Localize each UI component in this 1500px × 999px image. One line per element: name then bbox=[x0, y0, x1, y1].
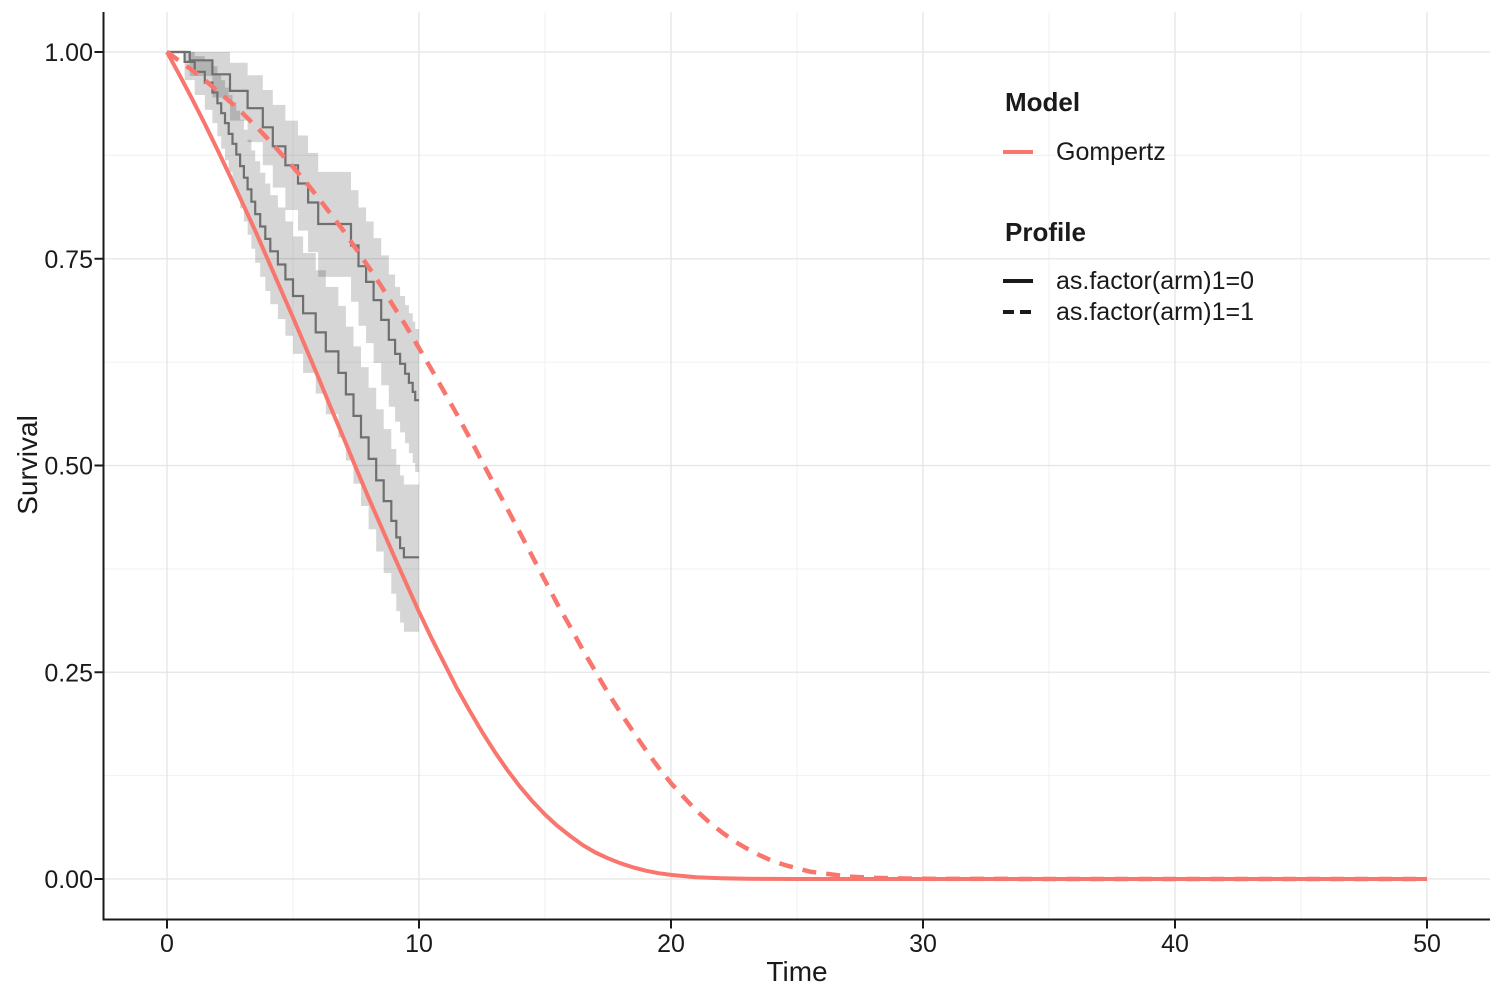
legend-item-label: as.factor(arm)1=1 bbox=[1056, 297, 1254, 326]
x-tick-label: 30 bbox=[909, 930, 937, 958]
gompertz-curve-solid bbox=[165, 51, 1427, 881]
y-tick-label: 0.00 bbox=[44, 866, 93, 894]
x-axis-title: Time bbox=[766, 956, 828, 987]
x-tick-label: 0 bbox=[160, 930, 174, 958]
km-curve-arm0 bbox=[167, 50, 419, 559]
y-tick-label: 0.25 bbox=[44, 659, 93, 687]
legend-item-arm0: as.factor(arm)1=0 bbox=[1003, 266, 1254, 295]
x-tick-label: 40 bbox=[1161, 930, 1189, 958]
legend-item-gompertz: Gompertz bbox=[1003, 137, 1166, 166]
x-tick-label: 20 bbox=[657, 930, 685, 958]
y-axis-title: Survival bbox=[12, 415, 43, 515]
gompertz-key-line-icon bbox=[1003, 150, 1033, 154]
y-tick-label: 0.75 bbox=[44, 246, 93, 274]
legend-profile-title: Profile bbox=[1005, 217, 1086, 247]
legend-item-label: Gompertz bbox=[1056, 137, 1166, 166]
km-ci-ribbon-arm0 bbox=[167, 52, 419, 632]
x-tick-label: 10 bbox=[405, 930, 433, 958]
x-tick-label: 50 bbox=[1413, 930, 1441, 958]
solid-line-key-icon bbox=[1003, 279, 1033, 283]
y-tick-label: 1.00 bbox=[44, 39, 93, 67]
dashed-line-key-icon bbox=[1003, 310, 1033, 314]
km-ci-ribbon-arm1 bbox=[167, 52, 419, 473]
y-tick-label: 0.50 bbox=[44, 453, 93, 481]
legend-item-label: as.factor(arm)1=0 bbox=[1056, 266, 1254, 295]
gompertz-curve-dashed bbox=[165, 50, 1427, 882]
legend-model-title: Model bbox=[1005, 87, 1081, 117]
legend-item-arm1: as.factor(arm)1=1 bbox=[1003, 297, 1254, 326]
